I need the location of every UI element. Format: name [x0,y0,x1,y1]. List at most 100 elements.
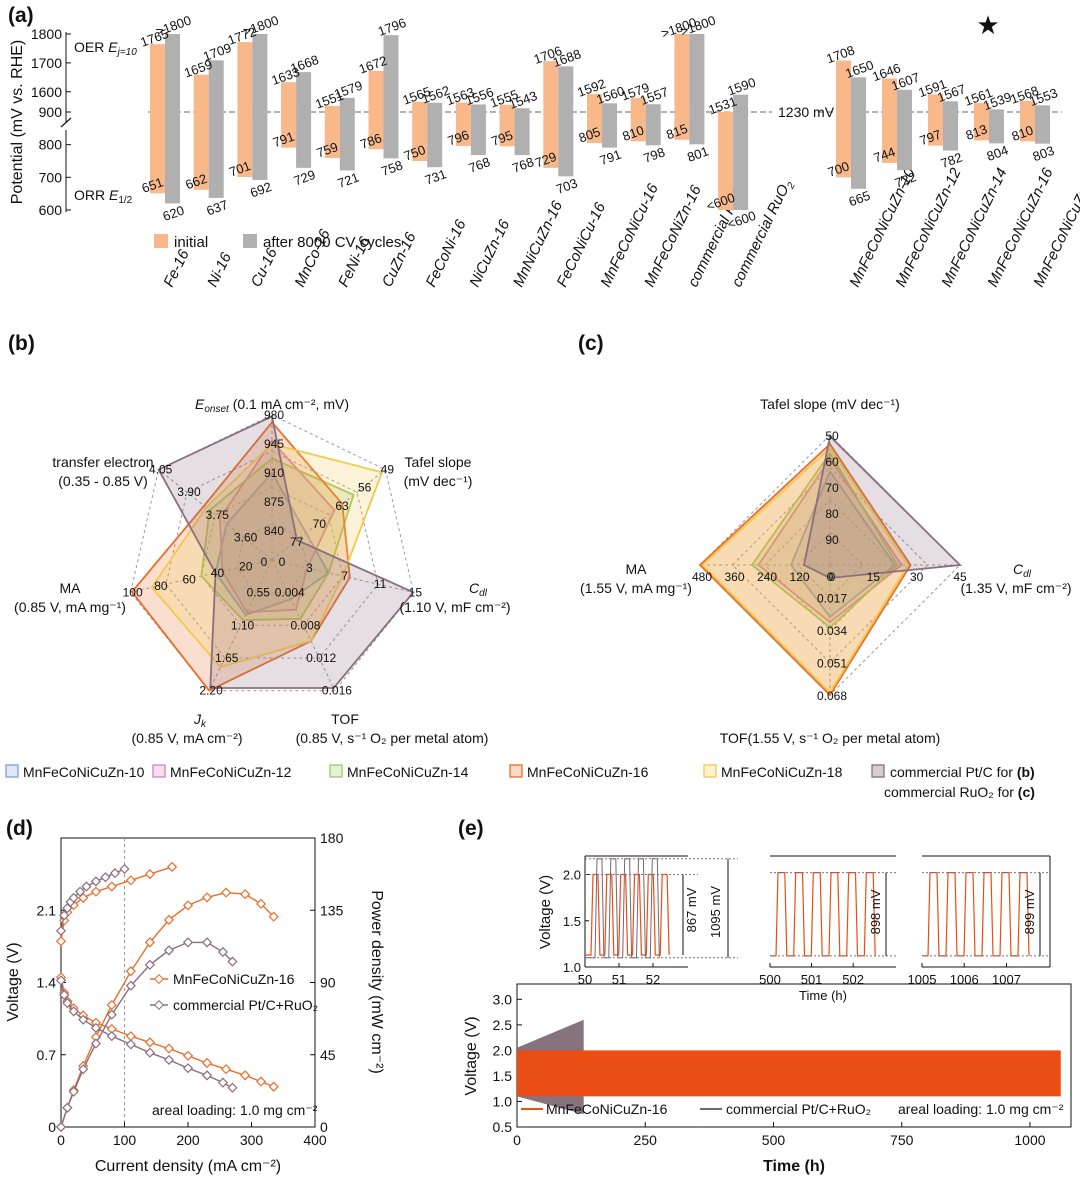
radar-grid-ring [200,486,344,626]
radar-series-polygon [218,439,336,614]
x-tick-label: 0 [513,1132,521,1148]
orr-after-value: 692 [248,179,274,201]
legend-label: MnFeCoNiCuZn-12 [170,764,292,780]
bar-oer-after [427,102,443,112]
orr-initial-value: 813 [964,121,990,143]
bar-orr-initial [974,112,989,141]
radar-tick-label: 3.90 [177,485,201,499]
bar-orr-initial [718,112,734,210]
orr-after-value: 803 [1031,143,1057,165]
discharge-curve-marker [125,1039,136,1050]
inset-y-axis-title: Voltage (V) [537,875,554,949]
orr-initial-value: 701 [227,158,253,180]
discharge-curve-marker [227,1082,238,1093]
inset-x-axis-title: Time (h) [799,988,847,1003]
power-curve-marker [182,937,194,948]
bar-oer-initial [674,34,690,112]
panel-c-radar-chart: (c) 90 80 70 60 50 0 15 30 45 0.017 0.034 0.051 0.068… [578,332,1072,746]
bar-oer-initial [193,74,209,112]
radar-series-polygon [750,451,899,629]
bar-orr-initial [1020,112,1035,142]
radar-tick-label: 0.016 [322,684,352,698]
y-tick-label: 700 [39,169,63,185]
orr-initial-value: 662 [183,171,209,193]
discharge-curve-marker [163,1054,175,1066]
power-curve-marker [90,1038,102,1049]
radar-tick-label: 70 [825,481,839,495]
radar-tick-label: 90 [825,533,839,547]
bar-oer-after [897,89,912,112]
bar-orr-initial [543,112,559,168]
power-curve-marker [255,898,267,909]
legend-swatch [152,764,166,778]
radar-axis-title: (0.85 V, mA cm⁻²) [131,730,242,746]
bar-oer-initial [281,82,297,112]
orr-symbol: E [109,187,119,203]
bar-orr-initial [928,112,943,146]
orr-after-value: 791 [598,147,624,169]
orr-after-value: 804 [985,142,1011,164]
discharge-curve-marker [144,1037,155,1048]
discharge-curve-marker [106,1023,117,1035]
bar-oer-after [1035,105,1050,112]
radar-tick-label: 0.068 [817,689,847,703]
bar-orr-after [943,112,958,151]
panel-d-line-chart: (d)0 100 200 300 40000.71.42.104590135180Cur… [5,817,385,1175]
orr-after-value: 729 [292,167,318,189]
x-tick-label: 200 [176,1132,200,1148]
x-category-label: Ni-16 [204,249,235,289]
radar-axis-title: (1.10 V, mF cm⁻²) [399,599,510,615]
orr-initial-value: 797 [918,127,944,149]
panel-b-label: (b) [8,332,35,355]
power-curve-marker [227,956,238,967]
radar-tick-label: 60 [825,455,839,469]
legend-label: MnFeCoNiCuZn-16 [546,1101,668,1117]
radar-tick-label: 11 [374,577,387,591]
panel-e-line-chart: (e) 0 250 500 750 1000 0.5 1.0 1.5 2.0 2.5 3.0 Time … [458,817,1072,1175]
y-tick-label: 2.1 [37,902,57,918]
radar-tick-label: 1.65 [215,651,239,665]
bar-oer-initial [455,102,471,112]
radar-axis-title: Tafel slope (mV dec⁻¹) [760,396,900,412]
radar-spoke [158,469,273,561]
radar-series-polygon [698,442,912,697]
bar-orr-initial [150,112,165,194]
legend-marker [154,1000,164,1010]
charge-curve-marker [59,910,70,921]
inset-y-tick-label: 1.0 [563,960,581,975]
radar-tick-label: 0 [827,570,834,584]
discharge-curve-marker [144,1047,155,1058]
x-tick-label: 0 [57,1132,65,1148]
legend-label: MnFeCoNiCuZn-18 [721,764,843,780]
y-tick-label: 2.5 [493,1017,513,1033]
y-axis-title: Voltage (V) [5,942,22,1021]
star-marker: ★ [976,10,999,40]
bar-orr-initial [412,112,428,161]
legend-label-initial: initial [174,234,208,251]
orr-initial-value: 750 [402,142,428,164]
orr-initial-value: 729 [533,149,559,171]
radar-tick-label: 80 [825,507,839,521]
bar-oer-initial [587,94,602,112]
power-curve-marker [163,914,175,925]
inset-x-tick-label: 501 [801,972,823,987]
power-curve-marker [78,1064,89,1075]
power-curve-marker [221,887,232,898]
orr-initial-value: 759 [314,139,340,161]
discharge-curve-marker [62,998,73,1009]
bar-orr-after [897,112,912,171]
orr-after-value: 731 [423,166,449,188]
radar-tick-label: 40 [211,566,225,580]
radar-tick-label: 910 [264,466,284,480]
bar-orr-initial [630,112,646,142]
radar-tick-label: 0 [829,570,836,584]
axis-symbol: C [469,580,480,596]
radar-spoke [271,469,386,561]
power-curve-marker [144,959,155,970]
bar-oer-initial [974,103,989,112]
discharge-curve-marker [201,1070,213,1081]
x-tick-label: 100 [113,1132,137,1148]
bar-orr-after [339,112,355,171]
orr-after-value: 768 [467,154,493,176]
radar-center-tick: 0 [279,555,286,569]
